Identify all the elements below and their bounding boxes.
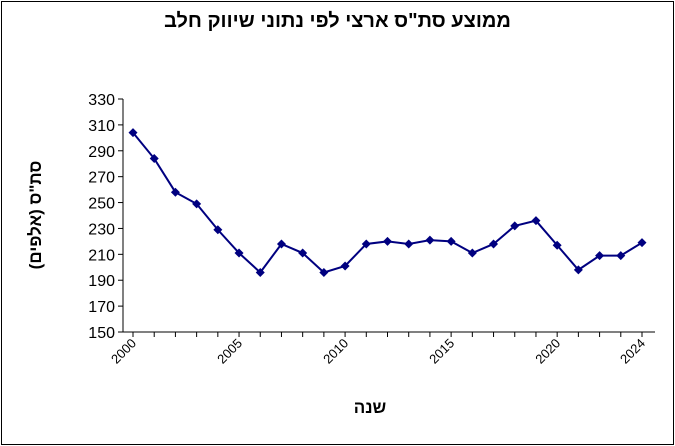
data-point-marker: [213, 225, 223, 235]
y-tick-label: 210: [88, 247, 115, 264]
y-tick-label: 230: [88, 221, 115, 238]
y-tick-label: 170: [88, 299, 115, 316]
data-point-marker: [637, 238, 647, 248]
x-tick-label: 2024: [617, 336, 648, 367]
x-tick-label: 2005: [214, 336, 245, 367]
x-tick-label: 2010: [320, 336, 351, 367]
data-point-marker: [573, 265, 583, 275]
data-point-marker: [383, 236, 392, 246]
data-point-marker: [255, 267, 265, 277]
data-point-marker: [404, 239, 414, 249]
data-point-marker: [192, 199, 202, 209]
data-point-marker: [531, 216, 541, 226]
series-line: [132, 132, 643, 274]
data-point-marker: [467, 248, 477, 258]
y-tick-label: 190: [88, 273, 115, 290]
y-tick-label: 290: [88, 144, 115, 161]
y-tick-label: 250: [88, 196, 115, 213]
data-point-marker: [425, 235, 435, 245]
y-tick-label: 150: [88, 325, 115, 342]
data-point-marker: [170, 187, 180, 197]
y-tick-label: 310: [88, 118, 115, 135]
data-point-marker: [298, 248, 308, 258]
data-point-marker: [149, 154, 159, 164]
data-point-marker: [616, 251, 626, 261]
data-point-marker: [319, 267, 329, 277]
data-point-marker: [340, 261, 350, 271]
data-point-marker: [361, 239, 371, 249]
data-point-marker: [510, 221, 520, 231]
data-point-marker: [128, 128, 138, 138]
data-point-marker: [276, 239, 286, 249]
y-axis-label: סת"ס (אלפים): [26, 160, 45, 270]
x-axis-label: שנה: [353, 398, 387, 417]
x-tick-label: 2015: [426, 336, 457, 367]
data-point-marker: [595, 251, 605, 261]
chart-title: ממוצע סת"ס ארצי לפי נתוני שיווק חלב: [164, 10, 511, 32]
data-point-marker: [552, 240, 562, 250]
x-tick-label: 2020: [532, 336, 563, 367]
data-point-marker: [489, 239, 499, 249]
y-tick-label: 330: [88, 92, 115, 109]
data-point-marker: [234, 248, 244, 258]
y-tick-label: 270: [88, 170, 115, 187]
data-point-marker: [446, 236, 456, 246]
